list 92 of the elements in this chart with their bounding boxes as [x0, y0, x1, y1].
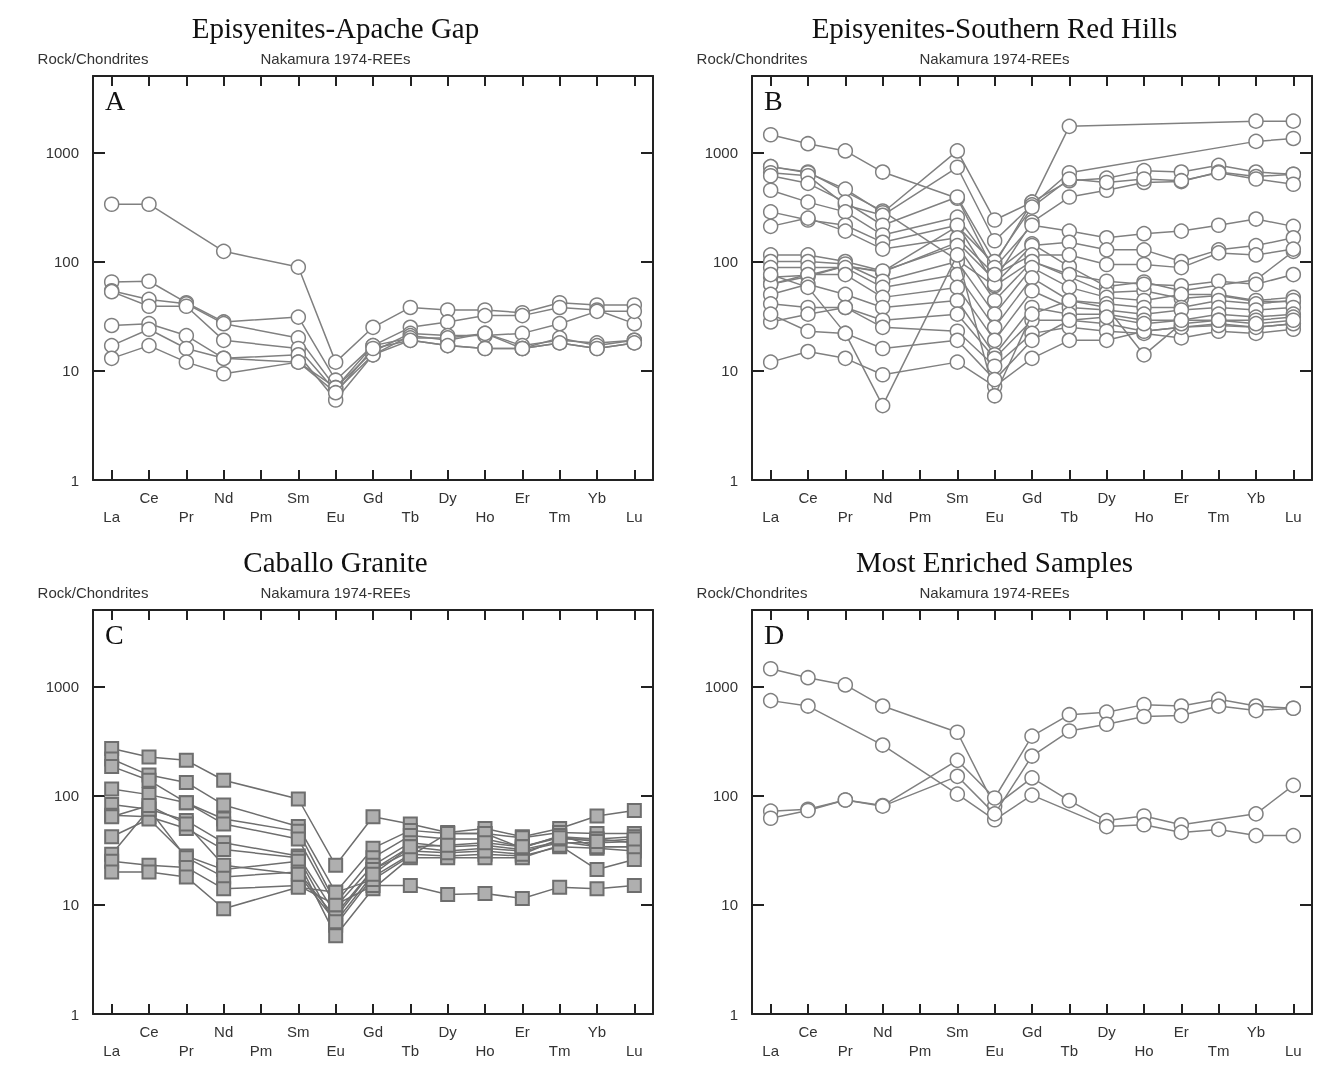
- y-tick-label: 1: [70, 471, 79, 489]
- x-tick-label: Lu: [1284, 508, 1302, 525]
- x-tick-label: Ho: [475, 508, 495, 525]
- x-tick-label: Tm: [1207, 508, 1230, 525]
- x-tick-label: Pm: [908, 1042, 932, 1059]
- x-tick-label: Er: [1173, 1023, 1189, 1040]
- x-tick-label: Tm: [1207, 1042, 1230, 1059]
- chart-title: Episyenites-Southern Red Hills: [811, 11, 1178, 44]
- x-tick-label: Pr: [837, 1042, 853, 1059]
- y-tick-label: 1: [729, 1005, 738, 1023]
- x-tick-label: Pm: [249, 1042, 273, 1059]
- x-tick-label: Sm: [946, 1023, 969, 1040]
- x-tick-label: Dy: [1097, 1023, 1117, 1040]
- x-tick-label: Dy: [438, 1023, 458, 1040]
- x-tick-label: Pm: [249, 508, 273, 525]
- y-tick-label: 1000: [45, 677, 79, 695]
- x-tick-label: Nd: [873, 489, 893, 506]
- x-tick-label: Ho: [475, 1042, 495, 1059]
- chart-title: Most Enriched Samples: [855, 545, 1134, 578]
- x-tick-label: Gd: [362, 1023, 384, 1040]
- y-tick-label: 1: [70, 1005, 79, 1023]
- x-tick-label: Yb: [587, 489, 607, 506]
- x-tick-label: Tm: [548, 508, 571, 525]
- x-tick-label: La: [762, 508, 780, 525]
- y-tick-label: 100: [53, 787, 79, 805]
- y-tick-label: 10: [62, 362, 79, 380]
- x-tick-label: Er: [514, 489, 530, 506]
- x-tick-label: Yb: [587, 1023, 607, 1040]
- x-tick-label: Pm: [908, 508, 932, 525]
- x-tick-label: Sm: [287, 1023, 310, 1040]
- chart-subtitle: Nakamura 1974-REEs: [260, 50, 411, 67]
- x-tick-label: Ce: [139, 1023, 159, 1040]
- x-tick-label: Eu: [326, 1042, 345, 1059]
- x-tick-label: Lu: [625, 1042, 643, 1059]
- x-tick-label: Ho: [1134, 508, 1154, 525]
- annotation: B: [764, 84, 783, 116]
- x-tick-label: Tb: [401, 1042, 420, 1059]
- x-tick-label: Ce: [798, 1023, 818, 1040]
- x-tick-label: La: [103, 508, 121, 525]
- x-tick-label: Tm: [548, 1042, 571, 1059]
- y-tick-label: 10: [62, 896, 79, 914]
- x-tick-label: La: [762, 1042, 780, 1059]
- x-tick-label: Dy: [438, 489, 458, 506]
- y-tick-label: 100: [53, 253, 79, 271]
- x-tick-label: La: [103, 1042, 121, 1059]
- x-tick-label: Tb: [1060, 1042, 1079, 1059]
- x-tick-label: Yb: [1246, 489, 1266, 506]
- annotation: A: [105, 84, 126, 116]
- annotation: D: [764, 618, 785, 650]
- y-tick-label: 1000: [704, 143, 738, 161]
- x-tick-label: Ce: [798, 489, 818, 506]
- y-tick-label: 10: [721, 362, 738, 380]
- chart-subtitle: Nakamura 1974-REEs: [919, 50, 1070, 67]
- x-tick-label: Tb: [401, 508, 420, 525]
- x-tick-label: Eu: [985, 1042, 1004, 1059]
- x-tick-label: Pr: [178, 508, 194, 525]
- x-tick-label: Ce: [139, 489, 159, 506]
- chart-title: Caballo Granite: [243, 545, 428, 578]
- chart-subtitle: Nakamura 1974-REEs: [919, 584, 1070, 601]
- y-tick-label: 100: [712, 787, 738, 805]
- y-tick-label: 1: [729, 471, 738, 489]
- y-axis-title: Rock/Chondrites: [696, 584, 808, 601]
- chart-subtitle: Nakamura 1974-REEs: [260, 584, 411, 601]
- x-tick-label: Sm: [946, 489, 969, 506]
- x-tick-label: Gd: [362, 489, 384, 506]
- y-axis-title: Rock/Chondrites: [696, 50, 808, 67]
- chart-title: Episyenites-Apache Gap: [191, 11, 480, 44]
- y-tick-label: 10: [721, 896, 738, 914]
- x-tick-label: Yb: [1246, 1023, 1266, 1040]
- annotation: C: [105, 618, 124, 650]
- x-tick-label: Lu: [625, 508, 643, 525]
- x-tick-label: Sm: [287, 489, 310, 506]
- x-tick-label: Er: [1173, 489, 1189, 506]
- x-tick-label: Pr: [178, 1042, 194, 1059]
- x-tick-label: Nd: [214, 489, 234, 506]
- y-tick-label: 1000: [704, 677, 738, 695]
- x-tick-label: Nd: [214, 1023, 234, 1040]
- x-tick-label: Eu: [985, 508, 1004, 525]
- x-tick-label: Er: [514, 1023, 530, 1040]
- x-tick-label: Dy: [1097, 489, 1117, 506]
- x-tick-label: Lu: [1284, 1042, 1302, 1059]
- x-tick-label: Gd: [1021, 1023, 1043, 1040]
- y-axis-title: Rock/Chondrites: [37, 584, 149, 601]
- y-tick-label: 100: [712, 253, 738, 271]
- x-tick-label: Ho: [1134, 1042, 1154, 1059]
- y-axis-title: Rock/Chondrites: [37, 50, 149, 67]
- x-tick-label: Pr: [837, 508, 853, 525]
- x-tick-label: Nd: [873, 1023, 893, 1040]
- y-tick-label: 1000: [45, 143, 79, 161]
- x-tick-label: Gd: [1021, 489, 1043, 506]
- x-tick-label: Tb: [1060, 508, 1079, 525]
- x-tick-label: Eu: [326, 508, 345, 525]
